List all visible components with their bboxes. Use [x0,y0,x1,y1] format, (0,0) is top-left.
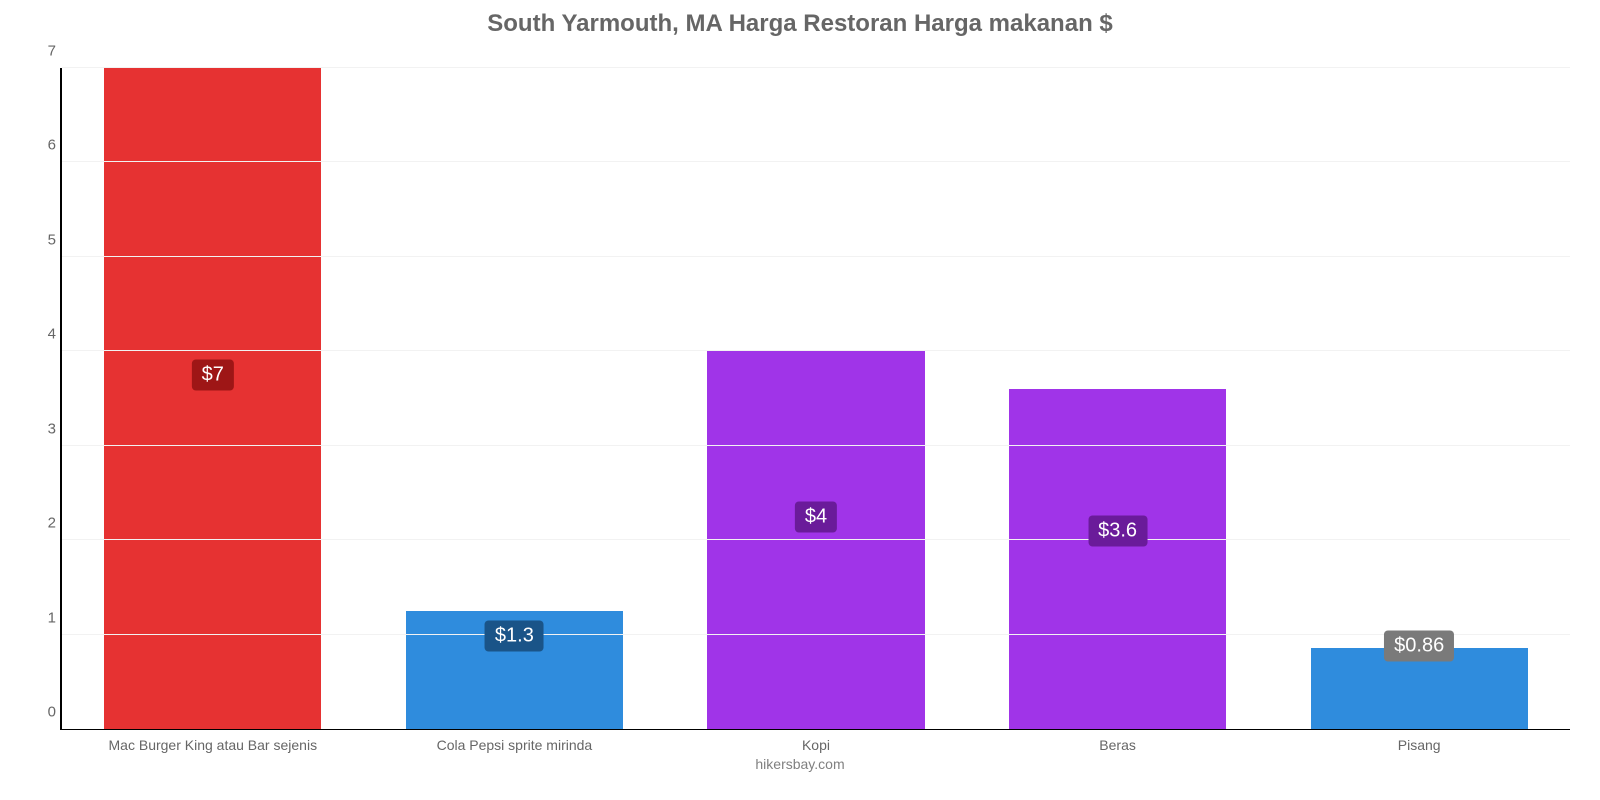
gridline [62,445,1570,446]
gridline [62,539,1570,540]
value-badge: $1.3 [485,621,544,652]
y-tick-label: 6 [32,137,56,154]
y-tick-label: 5 [32,231,56,248]
y-tick-label: 3 [32,420,56,437]
plot-area: Mac Burger King atau Bar sejenisCola Pep… [60,68,1570,730]
chart-wrap: Mac Burger King atau Bar sejenis Cola Pep… [0,38,1600,800]
y-tick-label: 0 [32,704,56,721]
gridline [62,728,1570,729]
credits-label: hikersbay.com [0,756,1600,772]
x-tick-label: Pisang [1398,737,1441,753]
chart-container: South Yarmouth, MA Harga Restoran Harga … [0,0,1600,800]
gridline [62,67,1570,68]
chart-title: South Yarmouth, MA Harga Restoran Harga … [0,0,1600,38]
bar [1009,389,1226,729]
gridline [62,634,1570,635]
gridline [62,350,1570,351]
bar-column: Mac Burger King atau Bar sejenis [62,68,364,729]
gridline [62,256,1570,257]
value-badge: $3.6 [1088,515,1147,546]
y-tick-label: 4 [32,326,56,343]
bar-column: Kopi [665,68,967,729]
value-badge: $0.86 [1384,631,1454,662]
value-badge: $7 [192,360,234,391]
bars-row: Mac Burger King atau Bar sejenisCola Pep… [62,68,1570,729]
x-tick-label: Mac Burger King atau Bar sejenis [109,737,318,753]
y-tick-label: 2 [32,515,56,532]
gridline [62,161,1570,162]
x-tick-label: Cola Pepsi sprite mirinda [437,737,593,753]
bar [104,68,321,729]
value-badge: $4 [795,502,837,533]
x-tick-label: Kopi [802,737,830,753]
bar-column: Pisang [1268,68,1570,729]
y-tick-label: 1 [32,609,56,626]
x-tick-label: Beras [1099,737,1136,753]
bar-column: Beras [967,68,1269,729]
y-tick-label: 7 [32,43,56,60]
